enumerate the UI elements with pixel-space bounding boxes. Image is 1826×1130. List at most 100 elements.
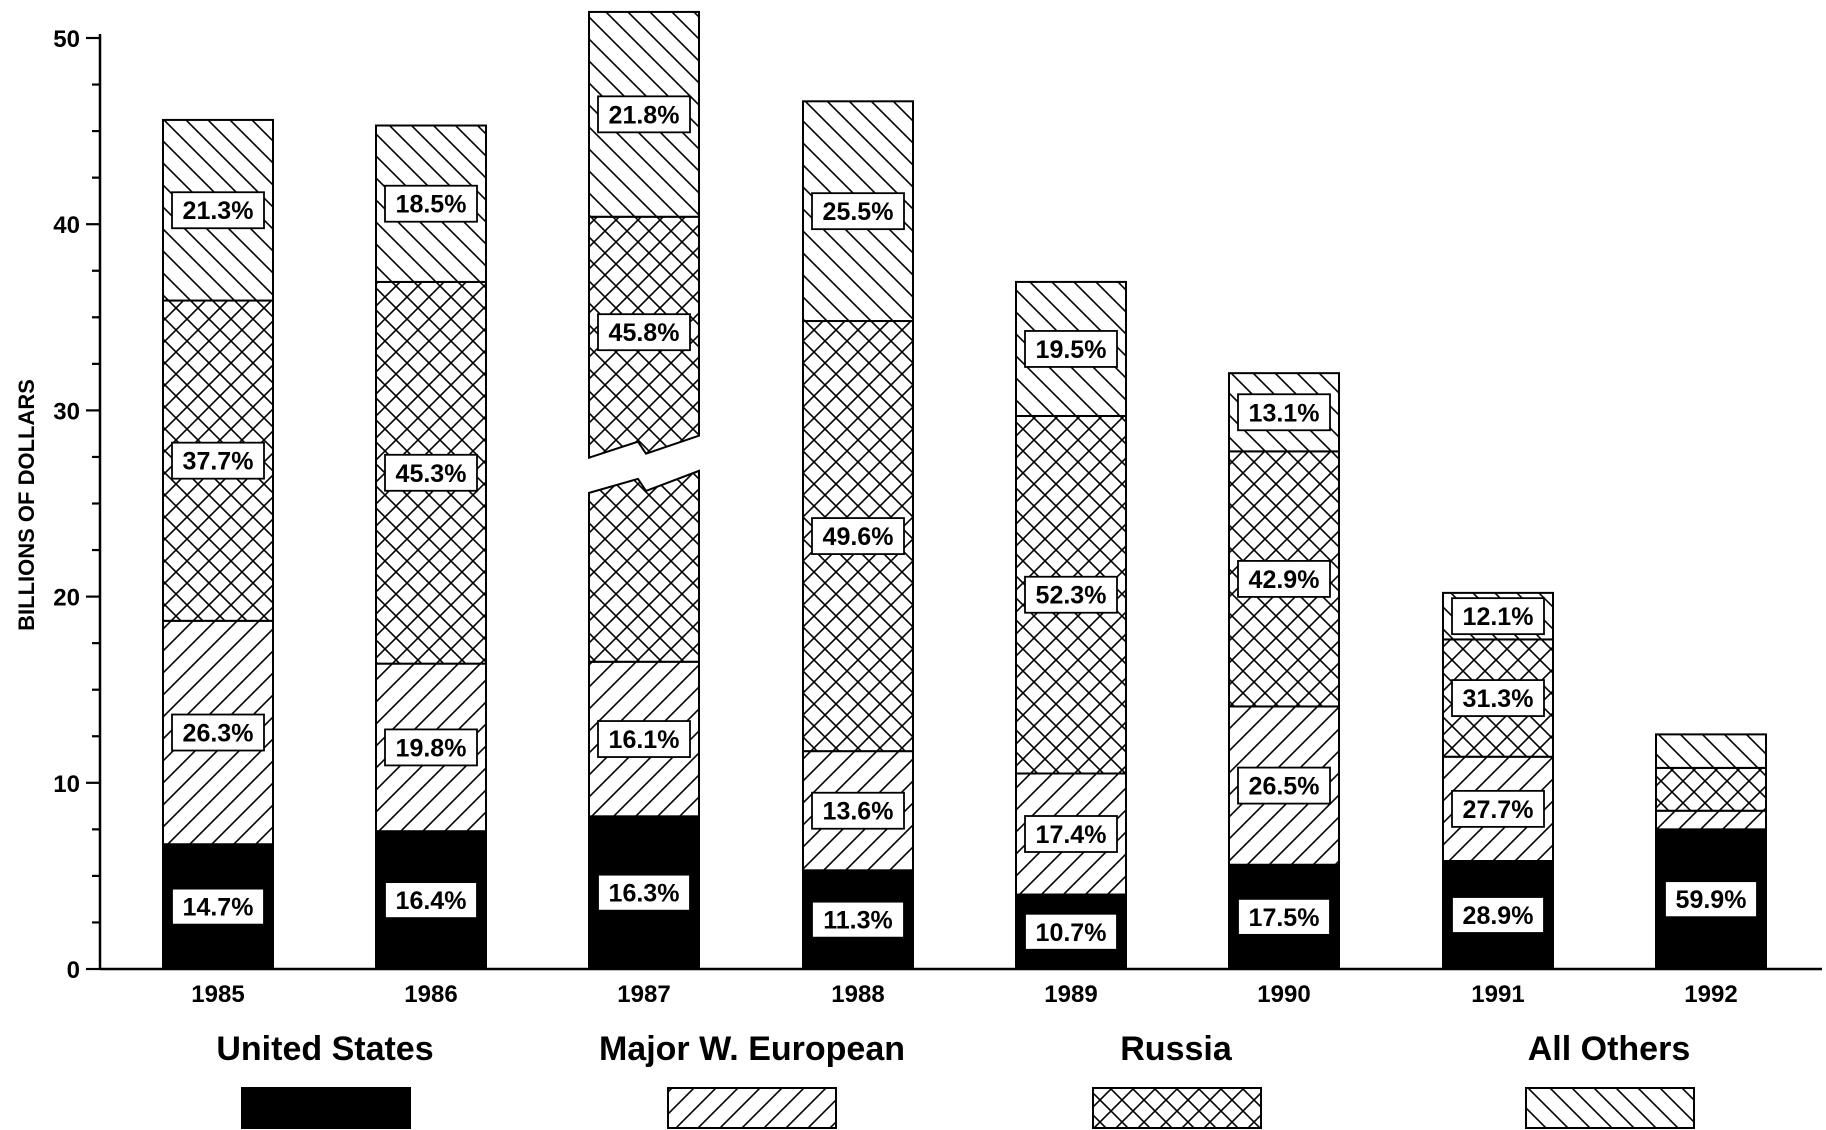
data-label-box — [171, 191, 265, 230]
x-tick-label: 1986 — [404, 981, 457, 1008]
legend-label: Russia — [1120, 1030, 1233, 1068]
data-label-box — [1451, 896, 1545, 934]
legend-item-russia: Russia — [1092, 1030, 1262, 1129]
data-label-box — [811, 791, 905, 830]
data-label-box — [1451, 789, 1545, 828]
data-label-united-states-1985: 14.7% — [183, 894, 254, 922]
bar-group-1988: 11.3% 13.6% 49.6% 25.5% — [802, 100, 914, 971]
data-label-russia-1987: 45.8% — [609, 319, 680, 347]
y-tick-label: 50 — [53, 26, 80, 53]
legend-swatch-russia — [1092, 1087, 1262, 1129]
bar-segment-russia-1992 — [1655, 766, 1767, 812]
legend-item-all-others: All Others — [1525, 1030, 1695, 1129]
y-axis-title: BILLIONS OF DOLLARS — [14, 379, 39, 631]
legend-item-united-states: United States — [216, 1030, 434, 1129]
bar-segment-russia-1987 — [588, 469, 700, 663]
data-label-box — [171, 441, 265, 480]
legend-label: All Others — [1528, 1030, 1690, 1068]
data-label-box — [597, 873, 691, 912]
data-label-united-states-1989: 10.7% — [1036, 919, 1107, 947]
bar-segment-major-w-european-1992 — [1655, 809, 1767, 831]
y-tick-label: 10 — [53, 771, 80, 798]
data-label-united-states-1991: 28.9% — [1463, 902, 1534, 930]
bars: 14.7% 26.3% 37.7% 21.3% 16.4% 19.8% 45.3% 18.5%… — [162, 10, 1767, 971]
y-tick-label: 30 — [53, 398, 80, 425]
legend-item-major-w-european: Major W. European — [599, 1030, 905, 1129]
data-label-box — [597, 720, 691, 758]
x-tick-label: 1991 — [1471, 981, 1524, 1008]
bar-group-1990: 17.5% 26.5% 42.9% 13.1% — [1228, 372, 1340, 971]
data-label-box — [597, 313, 691, 352]
y-tick-label: 0 — [67, 957, 80, 984]
data-label-box — [1237, 393, 1331, 432]
data-label-all-others-1985: 21.3% — [183, 197, 254, 225]
legend-swatch-united-states — [241, 1087, 411, 1129]
data-label-all-others-1986: 18.5% — [396, 191, 467, 219]
x-tick-label: 1990 — [1257, 981, 1310, 1008]
data-label-box — [171, 713, 265, 752]
data-label-russia-1985: 37.7% — [183, 448, 254, 476]
data-label-united-states-1988: 11.3% — [823, 907, 893, 935]
data-label-all-others-1991: 12.1% — [1463, 603, 1534, 631]
x-tick-label: 1985 — [191, 981, 244, 1008]
data-label-united-states-1992: 59.9% — [1676, 886, 1747, 914]
data-label-box — [384, 453, 478, 492]
data-label-russia-1991: 31.3% — [1463, 685, 1534, 713]
x-tick-label: 1988 — [831, 981, 884, 1008]
data-label-box — [1451, 597, 1545, 636]
data-label-box — [811, 900, 905, 939]
data-label-russia-1986: 45.3% — [396, 460, 467, 488]
data-label-box — [1237, 766, 1331, 805]
bar-group-1992: 59.9% — [1655, 733, 1767, 970]
data-label-box — [1664, 880, 1758, 919]
data-label-box — [1024, 330, 1118, 368]
data-label-box — [384, 881, 478, 920]
data-label-box — [1237, 560, 1331, 598]
x-tick-label: 1992 — [1684, 981, 1737, 1008]
x-tick-label: 1989 — [1044, 981, 1097, 1008]
data-label-russia-1988: 49.6% — [823, 523, 894, 551]
legend-label: Major W. European — [599, 1030, 905, 1068]
data-label-major-w-european-1985: 26.3% — [183, 720, 254, 748]
legend: United States Major W. European Russia All … — [216, 1030, 1695, 1129]
legend-swatch-major-w-european — [667, 1087, 837, 1129]
bar-group-1986: 16.4% 19.8% 45.3% 18.5% — [375, 124, 487, 970]
data-label-united-states-1986: 16.4% — [396, 887, 467, 915]
data-label-major-w-european-1988: 13.6% — [823, 798, 894, 826]
data-label-box — [1024, 815, 1118, 853]
data-label-all-others-1988: 25.5% — [823, 198, 894, 226]
data-label-box — [1237, 897, 1331, 936]
x-ticks: 1985 1986 1987 1988 1989 1990 1991 1992 — [191, 981, 1737, 1008]
data-label-russia-1989: 52.3% — [1036, 582, 1107, 610]
data-label-russia-1990: 42.9% — [1249, 566, 1320, 594]
bar-group-1987: 16.3% 16.1% 45.8% 21.8% — [588, 10, 700, 970]
data-label-all-others-1990: 13.1% — [1249, 399, 1320, 427]
bar-segment-all-others-1992 — [1655, 733, 1767, 769]
data-label-all-others-1987: 21.8% — [609, 101, 680, 129]
data-label-box — [597, 95, 691, 134]
y-tick-label: 40 — [53, 212, 80, 239]
data-label-box — [171, 887, 265, 926]
data-label-major-w-european-1991: 27.7% — [1463, 796, 1534, 824]
legend-label: United States — [216, 1030, 433, 1068]
data-label-box — [384, 728, 478, 767]
data-label-united-states-1990: 17.5% — [1249, 904, 1320, 932]
data-label-box — [384, 184, 478, 223]
data-label-box — [1024, 575, 1118, 614]
data-label-all-others-1989: 19.5% — [1036, 336, 1107, 364]
data-label-major-w-european-1986: 19.8% — [396, 734, 467, 762]
data-label-major-w-european-1987: 16.1% — [609, 726, 680, 754]
bar-group-1989: 10.7% 17.4% 52.3% 19.5% — [1015, 280, 1127, 971]
data-label-box — [1024, 912, 1118, 951]
data-label-major-w-european-1990: 26.5% — [1249, 773, 1320, 801]
legend-swatch-all-others — [1525, 1087, 1695, 1129]
data-label-box — [811, 192, 905, 231]
bar-group-1985: 14.7% 26.3% 37.7% 21.3% — [162, 118, 274, 970]
data-label-major-w-european-1989: 17.4% — [1036, 821, 1107, 849]
y-tick-label: 20 — [53, 585, 80, 612]
x-tick-label: 1987 — [617, 981, 670, 1008]
data-label-box — [1451, 679, 1545, 717]
bar-group-1991: 28.9% 27.7% 31.3% 12.1% — [1442, 591, 1554, 971]
data-label-box — [811, 517, 905, 555]
